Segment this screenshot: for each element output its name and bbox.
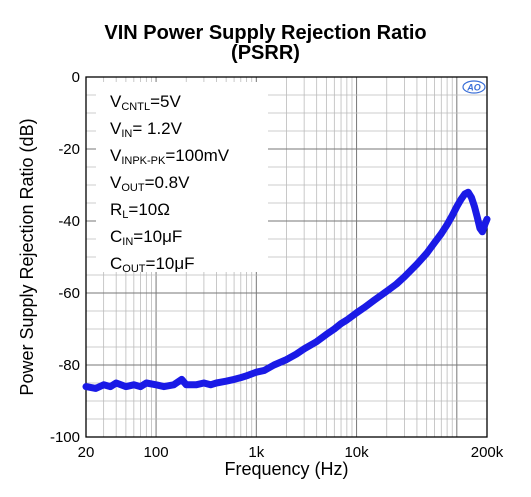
data-point [331, 325, 338, 333]
data-point [323, 331, 330, 338]
data-point [137, 383, 144, 390]
data-point [130, 381, 138, 388]
data-point [283, 356, 290, 363]
data-point [393, 280, 400, 288]
data-point [152, 381, 160, 388]
data-point [353, 309, 360, 316]
data-point [183, 381, 190, 388]
data-point [112, 379, 120, 387]
legend-line-vout: VOUT=0.8V [110, 173, 190, 194]
legend-line-rl: RL=10Ω [110, 200, 170, 221]
legend-line-vinpkpk: VINPK-PK=100mV [110, 146, 230, 167]
data-point [337, 320, 345, 327]
x-axis-title: Frequency (Hz) [224, 459, 348, 479]
data-point [243, 372, 250, 379]
logo-text: AO [466, 83, 481, 93]
data-point [253, 369, 260, 376]
data-point [230, 376, 238, 383]
plot-frame [85, 76, 488, 438]
y-tick-label: 0 [72, 69, 80, 86]
data-point [438, 230, 445, 237]
x-tick-label: 200k [471, 444, 504, 461]
data-point [465, 189, 472, 196]
legend-line-vin: VIN= 1.2V [110, 119, 182, 140]
y-tick-label: -80 [58, 357, 80, 374]
data-point [371, 297, 378, 304]
data-point [401, 273, 408, 280]
company-logo: AO [462, 80, 486, 94]
x-tick-label: 10k [344, 444, 369, 461]
test-conditions-legend: VCNTL=5V VIN= 1.2V VINPK-PK=100mV VOUT=0… [96, 82, 268, 275]
data-point [474, 214, 481, 221]
data-point [457, 196, 465, 203]
data-point [92, 385, 99, 392]
data-point [261, 367, 268, 374]
data-point [107, 383, 114, 390]
data-point [100, 381, 107, 388]
y-tick-label: -60 [58, 285, 80, 302]
data-point [383, 288, 390, 295]
data-point [207, 381, 214, 388]
data-point [361, 304, 368, 311]
legend-line-vcntl: VCNTL=5V [110, 92, 181, 113]
data-point [449, 212, 456, 219]
chart-title: VIN Power Supply Rejection Ratio [104, 22, 427, 44]
y-axis-title: Power Supply Rejection Ratio (dB) [17, 118, 37, 395]
data-point [213, 379, 220, 387]
data-point [237, 374, 244, 381]
data-point [423, 250, 430, 257]
chart-subtitle: (PSRR) [231, 42, 300, 64]
y-tick-label: -100 [50, 429, 80, 446]
data-point [192, 381, 200, 388]
data-point [343, 316, 351, 324]
data-point [82, 383, 90, 390]
data-point [143, 379, 150, 387]
data-point [293, 351, 300, 358]
y-tick-label: -40 [58, 213, 80, 230]
data-point [313, 338, 320, 345]
data-point [481, 221, 488, 228]
data-point [270, 361, 278, 369]
data-point [483, 216, 491, 223]
data-point [300, 345, 308, 352]
data-point [160, 383, 168, 390]
data-point [453, 203, 461, 210]
legend-line-cout: COUT=10μF [110, 254, 195, 275]
data-point [471, 203, 478, 210]
data-point [468, 194, 475, 201]
data-point [222, 378, 230, 385]
data-point [443, 221, 451, 228]
data-point [178, 376, 185, 383]
data-point [413, 261, 421, 268]
y-tick-label: -20 [58, 141, 80, 158]
data-point [200, 379, 208, 387]
data-point [431, 239, 438, 246]
x-tick-label: 20 [78, 444, 95, 461]
legend-line-cin: CIN=10μF [110, 227, 183, 248]
data-point [479, 228, 486, 235]
x-tick-label: 100 [144, 444, 169, 461]
data-point [122, 383, 130, 390]
data-point [170, 381, 177, 388]
x-tick-label: 1k [248, 444, 264, 461]
